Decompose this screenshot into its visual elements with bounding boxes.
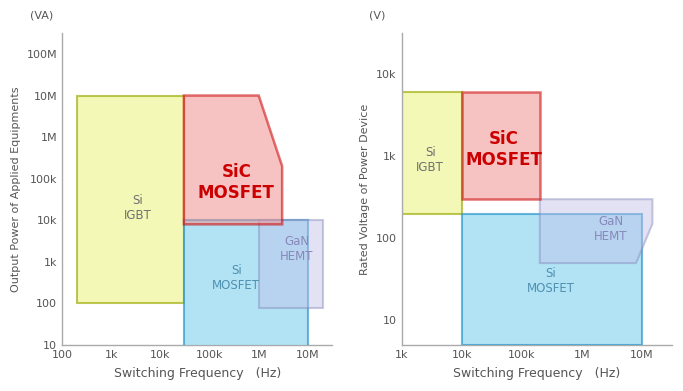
Text: Si
MOSFET: Si MOSFET [527, 267, 574, 295]
Text: GaN
HEMT: GaN HEMT [594, 215, 627, 243]
Text: Si
MOSFET: Si MOSFET [212, 264, 260, 292]
Text: SiC
MOSFET: SiC MOSFET [465, 130, 542, 169]
Y-axis label: Rated Voltage of Power Device: Rated Voltage of Power Device [360, 104, 370, 275]
Polygon shape [184, 95, 282, 224]
Text: (V): (V) [370, 11, 386, 21]
Polygon shape [540, 199, 652, 263]
Polygon shape [402, 92, 462, 213]
Text: (VA): (VA) [30, 11, 53, 21]
Polygon shape [462, 213, 642, 345]
Polygon shape [184, 220, 308, 362]
Polygon shape [259, 220, 322, 308]
Polygon shape [462, 92, 540, 199]
Text: Si
IGBT: Si IGBT [124, 194, 152, 222]
Text: Si
IGBT: Si IGBT [417, 146, 444, 174]
Text: GaN
HEMT: GaN HEMT [280, 235, 313, 264]
Text: SiC
MOSFET: SiC MOSFET [198, 163, 275, 202]
X-axis label: Switching Frequency   (Hz): Switching Frequency (Hz) [453, 367, 620, 380]
Polygon shape [77, 95, 184, 303]
Y-axis label: Output Power of Applied Equipments: Output Power of Applied Equipments [11, 86, 21, 292]
X-axis label: Switching Frequency   (Hz): Switching Frequency (Hz) [113, 367, 281, 380]
